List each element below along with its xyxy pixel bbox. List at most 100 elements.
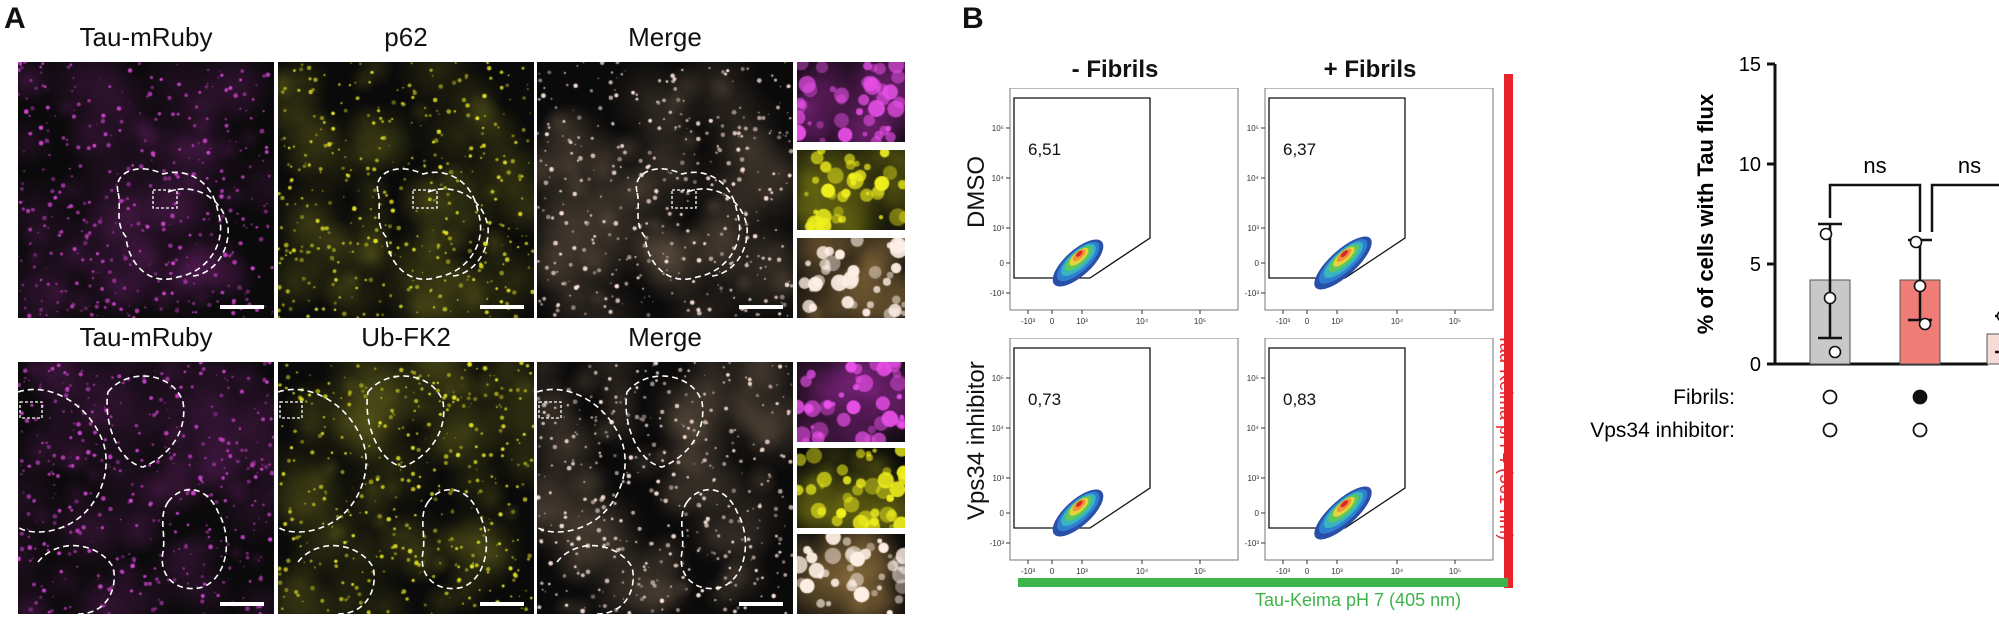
x-tick-label: -10³ [1276,567,1291,576]
y-tick-label: 10³ [1247,474,1259,483]
panel-letter-a: A [4,2,26,35]
inset-merge-row1 [797,238,905,318]
y-tick-label: 10⁴ [1247,174,1260,183]
micrograph-p62 [278,62,534,318]
facs-row-title-dmso: DMSO [963,156,990,228]
data-point [1819,227,1833,241]
x-tick-label: 10³ [1331,317,1343,326]
x-axis-label: Tau-Keima pH 7 (405 nm) [1255,590,1462,610]
scale-bar [480,305,524,309]
facs-plot-frame [1264,88,1494,311]
facs-plot-dmso-plus-fibrils: -10³ 0 10³ 10⁴ 10⁵ -10³ 0 10³ 10⁴ 10⁵ [1245,88,1494,326]
significance-label: ns [1863,153,1886,178]
data-point [1913,279,1927,293]
y-tick-label: -10³ [990,289,1004,298]
y-tick-label: 10 [1739,154,1761,176]
x-tick-label: 10⁴ [1391,317,1404,326]
y-tick-label: 10⁵ [992,124,1004,133]
condition-row-label: Vps34 inhibitor: [1590,419,1735,442]
density-contour [1340,250,1349,258]
gate-percentage: 6,37 [1283,140,1317,159]
x-tick-label: 0 [1050,317,1055,326]
significance-label: ns [1958,153,1981,178]
facs-plot-frame [1009,88,1239,311]
y-tick-label: 0 [1750,354,1761,376]
y-tick-label: 10³ [992,224,1004,233]
gate-percentage: 0,73 [1028,390,1062,409]
column-title-ub-fk2: Ub-FK2 [361,322,451,352]
micrograph-merge-row1 [537,62,793,318]
gate-percentage: 6,51 [1028,140,1062,159]
column-title-p62: p62 [384,22,428,52]
x-tick-label: 10³ [1076,317,1088,326]
x-tick-label: 10⁴ [1391,567,1404,576]
y-tick-label: 10⁴ [992,174,1005,183]
gate-percentage: 0,83 [1283,390,1317,409]
y-tick-label: 15 [1739,54,1761,76]
facs-gate [1268,97,1406,279]
scale-bar [220,602,264,606]
x-tick-label: 10³ [1331,567,1343,576]
inset-merge-row2 [797,534,905,614]
data-point [1918,317,1932,331]
facs-row-title-vps34-inhibitor: Vps34 inhibitor [963,361,990,520]
micrograph-tau-mruby-row2 [18,362,274,614]
column-title-tau-mruby: Tau-mRuby [79,22,213,52]
condition-row-label: Fibrils: [1673,386,1735,409]
y-tick-label: 0 [1255,259,1260,268]
micrograph-merge-row2 [537,362,793,614]
y-axis-label: Tau-Keima pH 4 (561 nm) [1496,334,1516,541]
x-tick-label: 10³ [1076,567,1088,576]
y-tick-label: 10³ [1247,224,1259,233]
y-tick-label: 5 [1750,254,1761,276]
y-tick-label: 10⁵ [992,374,1004,383]
x-tick-label: -10³ [1276,317,1291,326]
density-contour [1340,500,1349,508]
x-tick-label: -10³ [1021,317,1036,326]
y-tick-label: -10³ [1245,289,1259,298]
facs-column-title-minus-fibrils: - Fibrils [1071,56,1159,83]
scale-bar [220,305,264,309]
condition-open-circle [1912,422,1928,438]
bar-chart: 0 5 10 15 % of cells with Tau flux ns ns Fibril… [1590,54,1999,442]
scale-bar [480,602,524,606]
condition-open-circle [1822,422,1838,438]
x-tick-label: 10⁵ [1194,317,1206,326]
x-tick-label: 10⁵ [1194,567,1206,576]
y-axis-color-bar [1504,74,1513,588]
facs-plot-frame [1264,338,1494,561]
x-tick-label: 0 [1305,317,1310,326]
inset-yellow-row2 [797,448,905,528]
facs-column-title-plus-fibrils: + Fibrils [1323,56,1417,83]
y-axis-label: % of cells with Tau flux [1693,93,1718,334]
scale-bar [739,305,783,309]
facs-plot-vps34-minus-fibrils: -10³ 0 10³ 10⁴ 10⁵ -10³ 0 10³ 10⁴ 10⁵ [990,338,1239,576]
x-tick-label: 0 [1305,567,1310,576]
y-tick-label: -10³ [1245,539,1259,548]
facs-plot-dmso-minus-fibrils: -10³ 0 10³ 10⁴ 10⁵ -10³ 0 10³ 10⁴ 10⁵ [990,88,1239,326]
y-tick-label: 10⁵ [1247,124,1259,133]
x-tick-label: -10³ [1021,567,1036,576]
x-tick-label: 10⁵ [1449,317,1461,326]
facs-gate [1013,347,1151,529]
column-title-tau-mruby-2: Tau-mRuby [79,322,213,352]
facs-gate [1013,97,1151,279]
x-tick-label: 10⁴ [1136,567,1149,576]
scale-bar [739,602,783,606]
micrograph-tau-mruby-row1 [18,62,274,318]
data-point [1909,235,1923,249]
condition-open-circle [1822,389,1838,405]
y-tick-label: 10⁴ [1247,424,1260,433]
y-tick-label: 0 [1255,509,1260,518]
facs-gate [1268,347,1406,529]
facs-plot-vps34-plus-fibrils: -10³ 0 10³ 10⁴ 10⁵ -10³ 0 10³ 10⁴ 10⁵ [1245,338,1494,576]
inset-yellow-row1 [797,150,905,230]
bar [1986,333,1999,365]
data-point [1828,345,1842,359]
density-contour [1076,500,1083,507]
micrograph-ub-fk2 [278,362,534,614]
column-title-merge: Merge [628,22,702,52]
panel-letter-b: B [962,2,984,35]
y-tick-label: -10³ [990,539,1004,548]
density-contour [1076,250,1083,257]
